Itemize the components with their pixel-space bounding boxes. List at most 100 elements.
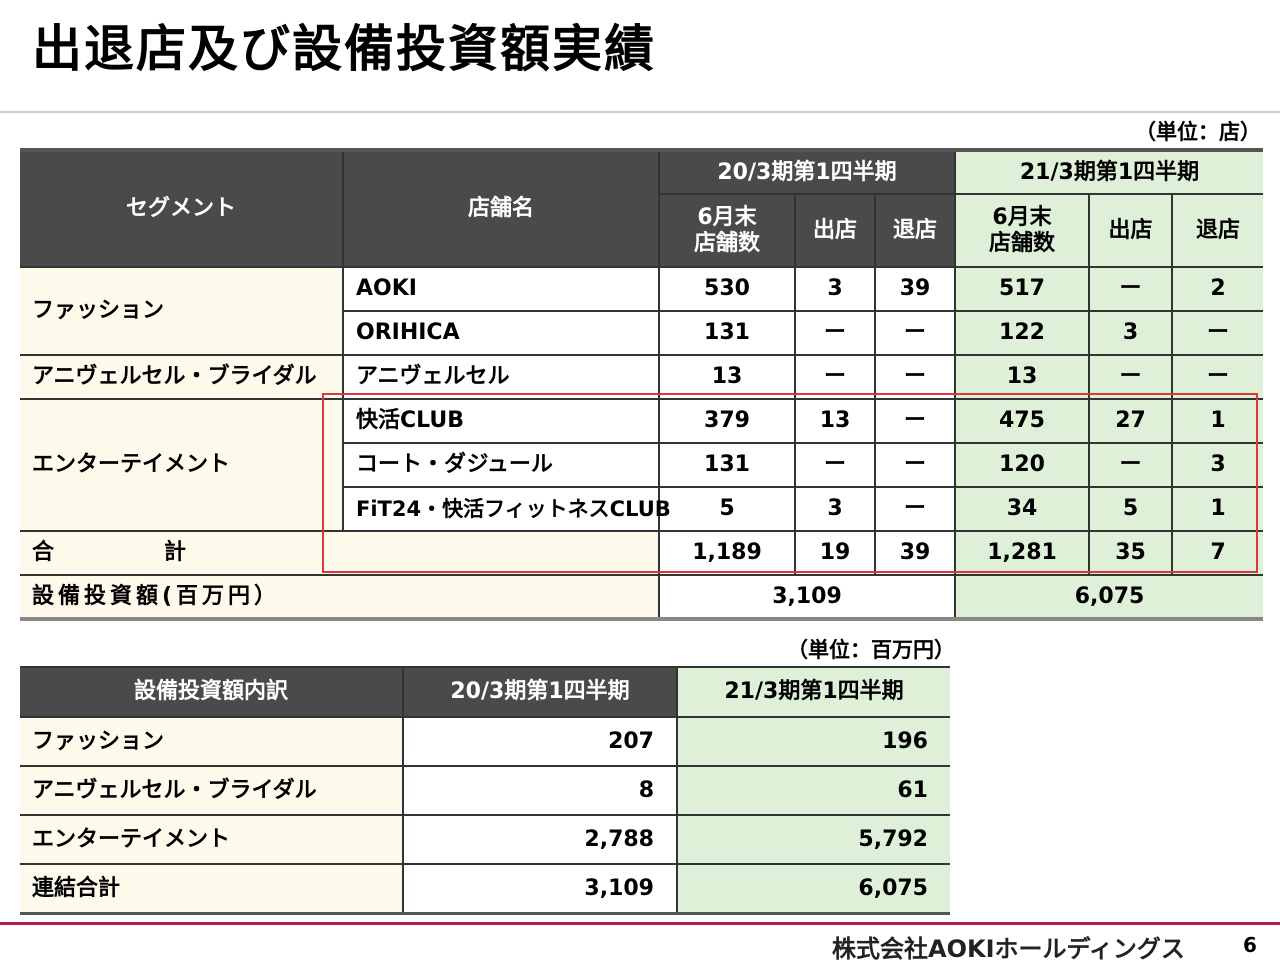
- total-stores-prev: 1,189: [658, 530, 796, 576]
- breakdown-label: ファッション: [20, 716, 404, 767]
- breakdown-prev: 3,109: [402, 863, 678, 914]
- header-breakdown: 設備投資額内訳: [20, 666, 404, 718]
- closed-curr: ー: [1171, 354, 1264, 400]
- total-closed-curr: 7: [1171, 530, 1264, 576]
- closed-curr: 2: [1171, 266, 1264, 312]
- table-row: ファッション 207 196: [20, 716, 950, 767]
- total-label: 合 計: [20, 530, 660, 576]
- breakdown-curr: 61: [676, 765, 950, 816]
- opened-curr: ー: [1088, 354, 1174, 400]
- opened-curr: 3: [1088, 310, 1174, 356]
- opened-prev: ー: [794, 354, 876, 400]
- breakdown-prev: 207: [402, 716, 678, 767]
- table-row: ファッション AOKI 530 3 39 517 ー 2: [20, 266, 1264, 356]
- segment-fashion: ファッション: [20, 266, 344, 356]
- header-opened-curr: 出店: [1088, 193, 1174, 268]
- header-stores-end-curr: 6月末 店舗数: [954, 193, 1091, 268]
- table-row: エンターテイメント 快活CLUB 379 13 ー 475 27 1: [20, 398, 1264, 532]
- capex-prev: 3,109: [657, 574, 957, 620]
- opened-curr: ー: [1088, 266, 1174, 312]
- breakdown-label: 連結合計: [20, 863, 404, 914]
- opened-prev: 3: [794, 486, 876, 532]
- header-period-prev: 20/3期第1四半期: [402, 666, 678, 718]
- opened-curr: 27: [1088, 398, 1174, 444]
- opened-prev: ー: [794, 310, 876, 356]
- closed-curr: ー: [1171, 310, 1264, 356]
- closed-prev: ー: [873, 398, 957, 444]
- header-store-name: 店舗名: [342, 149, 660, 268]
- page-number: 6: [1243, 933, 1257, 957]
- total-closed-prev: 39: [873, 530, 957, 576]
- store-name: アニヴェルセル: [342, 354, 660, 400]
- store-name: ORIHICA: [343, 310, 660, 356]
- stores-end-prev: 13: [658, 354, 796, 400]
- store-unit-label: （単位：店）: [1135, 120, 1261, 144]
- stores-end-curr: 517: [954, 266, 1091, 312]
- opened-prev: 13: [794, 398, 876, 444]
- segment-entertainment: エンターテイメント: [20, 398, 344, 532]
- table-row: 連結合計 3,109 6,075: [20, 863, 950, 914]
- closed-curr: 1: [1171, 486, 1264, 532]
- closed-prev: ー: [873, 354, 957, 400]
- store-name: コート・ダジュール: [343, 442, 660, 488]
- breakdown-curr: 6,075: [676, 863, 950, 914]
- total-opened-curr: 35: [1088, 530, 1174, 576]
- table-row: アニヴェルセル・ブライダル 8 61: [20, 765, 950, 816]
- opened-prev: ー: [794, 442, 876, 488]
- header-segment: セグメント: [20, 149, 344, 268]
- table-row: エンターテイメント 2,788 5,792: [20, 814, 950, 865]
- stores-end-curr: 13: [954, 354, 1091, 400]
- header-closed-curr: 退店: [1171, 193, 1264, 268]
- capex-breakdown-table: 設備投資額内訳 20/3期第1四半期 21/3期第1四半期 ファッション 207…: [20, 666, 950, 915]
- closed-prev: ー: [873, 442, 957, 488]
- store-name: FiT24・快活フィットネスCLUB: [343, 486, 671, 532]
- stores-end-prev: 5: [658, 486, 796, 532]
- stores-end-prev: 131: [658, 310, 796, 356]
- store-count-table: セグメント 店舗名 20/3期第1四半期 21/3期第1四半期 6月末 店舗数 …: [20, 148, 1264, 621]
- table-row: コート・ダジュール 131 ー ー 120 ー 3: [20, 442, 1264, 488]
- capex-curr: 6,075: [954, 574, 1264, 620]
- store-name: AOKI: [342, 266, 660, 312]
- table-row: ORIHICA 131 ー ー 122 3 ー: [20, 310, 1264, 356]
- title-divider: [0, 111, 1280, 113]
- opened-curr: 5: [1088, 486, 1174, 532]
- page-title: 出退店及び設備投資額実績: [32, 20, 656, 78]
- stores-end-curr: 122: [954, 310, 1091, 356]
- closed-curr: 3: [1171, 442, 1264, 488]
- opened-curr: ー: [1088, 442, 1174, 488]
- header-stores-end-prev: 6月末 店舗数: [659, 193, 796, 268]
- breakdown-curr: 5,792: [676, 814, 950, 865]
- breakdown-prev: 8: [402, 765, 678, 816]
- closed-curr: 1: [1171, 398, 1264, 444]
- header-period-prev: 20/3期第1四半期: [657, 149, 957, 195]
- closed-prev: ー: [873, 486, 957, 532]
- header-period-curr: 21/3期第1四半期: [954, 149, 1264, 195]
- breakdown-label: エンターテイメント: [20, 814, 404, 865]
- closed-prev: 39: [873, 266, 957, 312]
- capex-row: 設備投資額(百万円） 3,109 6,075: [20, 574, 1264, 620]
- header-opened-prev: 出店: [794, 193, 876, 268]
- opened-prev: 3: [794, 266, 876, 312]
- breakdown-prev: 2,788: [402, 814, 678, 865]
- stores-end-prev: 131: [658, 442, 796, 488]
- company-name: 株式会社AOKIホールディングス: [832, 935, 1185, 963]
- capex-label: 設備投資額(百万円）: [20, 574, 660, 620]
- segment-anniversaire: アニヴェルセル・ブライダル: [20, 354, 344, 400]
- breakdown-curr: 196: [676, 716, 950, 767]
- table-row: アニヴェルセル・ブライダル アニヴェルセル 13 ー ー 13 ー ー: [20, 354, 1264, 400]
- stores-end-prev: 379: [658, 398, 796, 444]
- total-opened-prev: 19: [794, 530, 876, 576]
- stores-end-prev: 530: [658, 266, 796, 312]
- header-closed-prev: 退店: [873, 193, 957, 268]
- store-name: 快活CLUB: [342, 398, 660, 444]
- total-stores-curr: 1,281: [954, 530, 1091, 576]
- closed-prev: ー: [873, 310, 957, 356]
- stores-end-curr: 34: [954, 486, 1091, 532]
- stores-end-curr: 475: [954, 398, 1091, 444]
- table-row: FiT24・快活フィットネスCLUB 5 3 ー 34 5 1: [20, 486, 1264, 532]
- money-unit-label: （単位：百万円）: [787, 638, 955, 662]
- footer-divider: [0, 922, 1280, 925]
- header-period-curr: 21/3期第1四半期: [676, 666, 950, 718]
- total-row: 合 計 1,189 19 39 1,281 35 7: [20, 530, 1264, 576]
- breakdown-label: アニヴェルセル・ブライダル: [20, 765, 404, 816]
